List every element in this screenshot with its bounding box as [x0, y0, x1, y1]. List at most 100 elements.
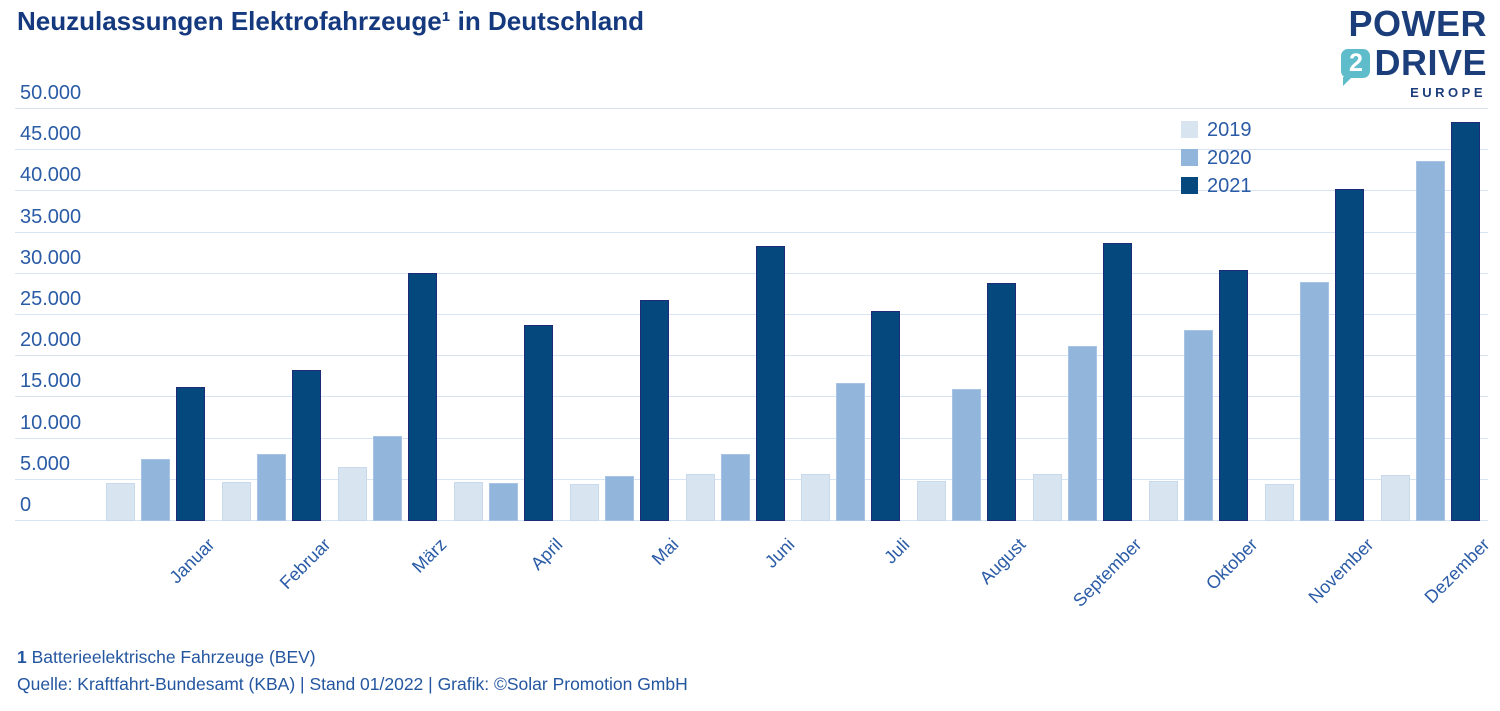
power2drive-logo: POWER 2 DRIVE EUROPE — [1341, 6, 1487, 99]
bar-2019-oktober — [1149, 481, 1179, 521]
legend-label: 2020 — [1207, 146, 1252, 169]
logo-row-drive: 2 DRIVE — [1341, 42, 1487, 86]
gridline — [15, 437, 1488, 439]
footnote-line-1: 1 Batterieelektrische Fahrzeuge (BEV) — [17, 644, 688, 671]
footnote-marker: 1 — [17, 647, 27, 667]
gridline — [15, 355, 1488, 357]
legend-label: 2021 — [1207, 174, 1252, 197]
bar-2020-dezember — [1416, 160, 1445, 521]
legend-label: 2019 — [1207, 118, 1252, 141]
y-axis-tick-label: 35.000 — [20, 205, 82, 228]
bar-group-dezember: Dezember — [1381, 109, 1493, 607]
y-axis-tick-label: 30.000 — [20, 246, 82, 269]
gridline — [15, 478, 1488, 480]
legend: 2019 2020 2021 — [1181, 118, 1252, 205]
logo-word-drive: DRIVE — [1374, 42, 1487, 83]
bar-2020-februar — [256, 454, 286, 521]
bar-2019-dezember — [1381, 474, 1410, 521]
bar-group-februar: Februar — [221, 109, 334, 593]
bar-2020-juni — [720, 454, 750, 521]
footnote: 1 Batterieelektrische Fahrzeuge (BEV) Qu… — [17, 644, 688, 698]
y-axis-tick-label: 0 — [20, 494, 32, 516]
bar-group-november: November — [1265, 109, 1378, 607]
gridline — [15, 231, 1488, 233]
logo-2-badge-icon: 2 — [1341, 48, 1371, 86]
x-axis-label-märz: März — [407, 534, 451, 577]
legend-item-2019: 2019 — [1181, 118, 1252, 141]
gridline — [15, 396, 1488, 398]
y-axis-tick-label: 40.000 — [20, 164, 82, 187]
legend-item-2021: 2021 — [1181, 174, 1252, 197]
x-axis-label-oktober: Oktober — [1202, 534, 1262, 594]
x-axis-label-november: November — [1304, 534, 1378, 608]
bar-group-september: September — [1033, 109, 1146, 611]
bar-2020-märz — [372, 436, 402, 521]
legend-swatch-icon — [1181, 177, 1198, 194]
bar-group-juni: Juni — [685, 109, 798, 572]
bar-2019-juli — [801, 474, 831, 521]
bar-2020-april — [488, 483, 518, 521]
bar-2021-september — [1103, 243, 1133, 521]
logo-word-europe: EUROPE — [1410, 85, 1486, 100]
gridline — [15, 149, 1488, 151]
bar-2020-januar — [141, 459, 170, 521]
y-axis-tick-label: 25.000 — [20, 288, 82, 310]
bar-2019-august — [917, 480, 947, 521]
bar-2021-juli — [871, 310, 901, 521]
legend-swatch-icon — [1181, 121, 1198, 138]
bar-group-märz: März — [337, 109, 450, 577]
y-axis-tick-label: 10.000 — [20, 411, 82, 434]
x-axis-label-mai: Mai — [647, 534, 683, 569]
y-axis-tick-label: 50.000 — [20, 82, 82, 104]
bar-2021-juni — [755, 245, 785, 521]
bar-group-mai: Mai — [569, 109, 682, 569]
bar-2021-februar — [291, 370, 321, 521]
y-axis-tick-label: 5.000 — [20, 452, 71, 475]
y-axis-tick-label: 45.000 — [20, 123, 82, 146]
x-axis-label-januar: Januar — [165, 534, 219, 588]
bar-group-april: April — [453, 109, 566, 574]
gridline — [15, 314, 1488, 315]
bar-2019-märz — [337, 466, 367, 521]
plot-area: 0 5.000 10.000 15.000 20.000 25.000 30.000 35.0… — [15, 83, 1493, 611]
bar-2020-august — [952, 389, 982, 521]
bar-2019-mai — [569, 483, 599, 521]
gridline — [15, 108, 1488, 109]
legend-swatch-icon — [1181, 149, 1198, 166]
bar-2020-juli — [836, 382, 866, 521]
gridline — [15, 272, 1488, 274]
x-axis-label-februar: Februar — [275, 534, 335, 594]
bar-group-januar: Januar — [106, 109, 218, 587]
gridline — [15, 520, 1488, 521]
bar-2020-mai — [604, 475, 634, 521]
bar-2021-april — [523, 324, 553, 521]
x-axis-label-september: September — [1069, 534, 1146, 611]
bar-2019-januar — [106, 483, 135, 521]
bar-2021-mai — [639, 300, 669, 521]
page-title: Neuzulassungen Elektrofahrzeuge¹ in Deut… — [17, 6, 644, 36]
bar-2019-april — [453, 482, 483, 521]
y-axis-tick-label: 20.000 — [20, 329, 82, 352]
bar-2021-november — [1335, 188, 1365, 521]
x-axis-label-dezember: Dezember — [1420, 534, 1494, 608]
bar-2021-januar — [176, 386, 205, 521]
bar-2021-dezember — [1451, 122, 1480, 521]
bars-area: Januar Februar März April Mai Juni Juli August S… — [106, 109, 1493, 611]
footnote-text: Batterieelektrische Fahrzeuge (BEV) — [31, 647, 316, 667]
logo-word-power: POWER — [1348, 3, 1487, 44]
bar-2019-juni — [685, 474, 715, 521]
bar-2019-februar — [221, 482, 251, 521]
bar-2019-september — [1033, 474, 1063, 521]
bar-2020-november — [1300, 282, 1330, 521]
gridline — [15, 190, 1488, 192]
x-axis-label-august: August — [976, 534, 1030, 589]
source-line: Quelle: Kraftfahrt-Bundesamt (KBA) | Sta… — [17, 674, 688, 694]
bar-2021-märz — [407, 273, 437, 521]
bar-group-oktober: Oktober — [1149, 109, 1262, 594]
x-axis-label-juli: Juli — [880, 534, 914, 568]
bar-group-august: August — [917, 109, 1030, 588]
bar-2021-august — [987, 282, 1017, 521]
bar-2020-september — [1068, 346, 1098, 521]
y-axis-tick-label: 15.000 — [20, 370, 82, 393]
x-axis-label-april: April — [526, 534, 567, 574]
